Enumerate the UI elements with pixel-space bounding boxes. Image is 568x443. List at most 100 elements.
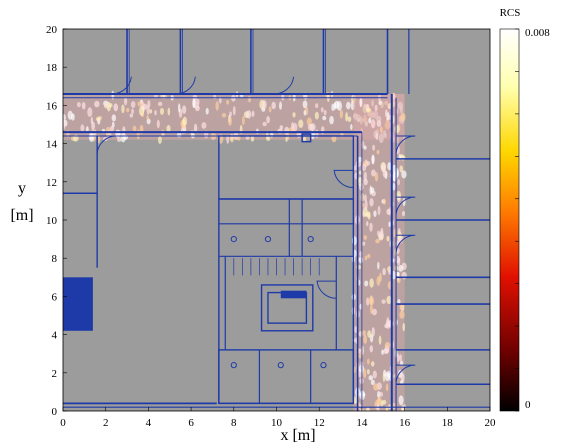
rcs-speckle	[384, 109, 388, 118]
rcs-speckle	[392, 93, 396, 101]
rcs-speckle	[363, 235, 368, 241]
rcs-speckle	[111, 90, 115, 100]
colorbar-gradient	[499, 28, 520, 412]
rcs-speckle	[402, 322, 406, 332]
x-tick-label: 8	[231, 417, 237, 429]
rcs-speckle	[363, 194, 367, 202]
rcs-speckle	[117, 137, 122, 142]
rcs-speckle	[88, 132, 95, 142]
rcs-speckle	[366, 358, 370, 365]
rcs-speckle	[375, 133, 379, 141]
rcs-speckle	[370, 379, 375, 386]
rcs-speckle	[111, 114, 117, 122]
rcs-speckle	[158, 135, 162, 144]
rcs-speckle	[367, 253, 371, 259]
rcs-speckle	[193, 123, 198, 134]
rcs-speckle	[360, 192, 365, 202]
rcs-speckle	[367, 330, 372, 338]
rcs-speckle	[154, 110, 157, 116]
rcs-speckle	[136, 129, 140, 140]
rcs-speckle	[315, 129, 319, 139]
rcs-speckle	[70, 113, 75, 121]
y-tick-label: 2	[52, 368, 58, 380]
rcs-speckle	[268, 106, 272, 113]
y-tick-label: 4	[52, 330, 58, 342]
door-swing	[395, 364, 416, 383]
rcs-speckle	[365, 103, 370, 109]
rcs-speckle	[266, 116, 270, 124]
rcs-speckle	[80, 124, 85, 132]
fixture	[230, 236, 237, 243]
rcs-speckle	[371, 327, 375, 337]
rcs-speckle	[396, 353, 400, 363]
colorbar-min-label: 0	[525, 399, 531, 411]
rcs-speckle	[350, 123, 353, 131]
rcs-speckle	[400, 373, 405, 383]
rcs-speckle	[402, 198, 406, 207]
rcs-speckle	[369, 222, 373, 232]
rcs-speckle	[247, 95, 252, 103]
rcs-speckle	[362, 330, 366, 336]
rcs-speckle	[386, 295, 392, 305]
rcs-speckle	[279, 101, 282, 110]
rcs-speckle	[251, 110, 255, 117]
rcs-speckle	[226, 100, 230, 105]
y-tick-label: 6	[52, 291, 58, 303]
rcs-speckle	[333, 102, 337, 110]
rcs-speckle	[159, 107, 165, 115]
rcs-speckle	[246, 110, 252, 119]
x-tick-label: 6	[188, 417, 194, 429]
rcs-speckle	[76, 101, 81, 108]
x-tick-label: 14	[356, 417, 368, 429]
rcs-speckle	[369, 345, 374, 353]
rcs-speckle	[399, 360, 404, 366]
rcs-speckle	[387, 266, 392, 272]
rcs-speckle	[331, 135, 337, 143]
rcs-speckle	[369, 278, 374, 288]
door-swing	[395, 234, 416, 253]
rcs-speckle	[176, 132, 182, 138]
rcs-speckle	[130, 101, 136, 109]
rcs-speckle	[387, 103, 392, 110]
rcs-speckle	[87, 107, 93, 117]
rcs-speckle	[377, 391, 381, 398]
colorbar-ticks	[515, 28, 519, 412]
rcs-speckle	[399, 354, 403, 362]
y-axis-label-top: y	[18, 180, 26, 197]
rcs-speckle	[262, 121, 267, 127]
rcs-speckle	[298, 119, 304, 128]
fixture	[307, 236, 314, 243]
rcs-speckle	[368, 375, 374, 381]
rcs-speckle	[383, 348, 389, 354]
rcs-speckle	[250, 135, 255, 142]
rcs-speckle	[292, 112, 296, 118]
rcs-speckle	[387, 115, 392, 120]
rcs-speckle	[365, 406, 370, 411]
rcs-speckle	[360, 345, 365, 356]
rcs-speckle	[146, 115, 150, 121]
x-tick-label: 2	[103, 417, 109, 429]
rcs-speckle	[399, 165, 404, 173]
rcs-speckle	[385, 319, 391, 329]
rcs-speckle	[392, 173, 396, 182]
rcs-speckle	[370, 169, 376, 177]
rcs-speckle	[361, 241, 366, 246]
rcs-speckle	[388, 270, 392, 275]
rcs-speckle	[361, 164, 367, 172]
rcs-speckle	[400, 404, 405, 411]
x-tick-label: 20	[485, 417, 497, 429]
rcs-speckle	[381, 399, 387, 405]
rcs-speckle	[131, 108, 134, 115]
rcs-speckle	[123, 97, 128, 106]
rcs-speckle	[167, 107, 171, 116]
rcs-speckle	[363, 171, 367, 182]
rcs-speckle	[388, 221, 391, 228]
rcs-speckle	[192, 98, 196, 109]
rcs-speckle	[346, 101, 351, 110]
rcs-speckle	[306, 117, 312, 126]
y-tick-label: 18	[46, 62, 58, 74]
y-tick-label: 10	[46, 215, 58, 227]
rcs-speckle	[364, 255, 368, 261]
rcs-speckle	[397, 299, 401, 305]
